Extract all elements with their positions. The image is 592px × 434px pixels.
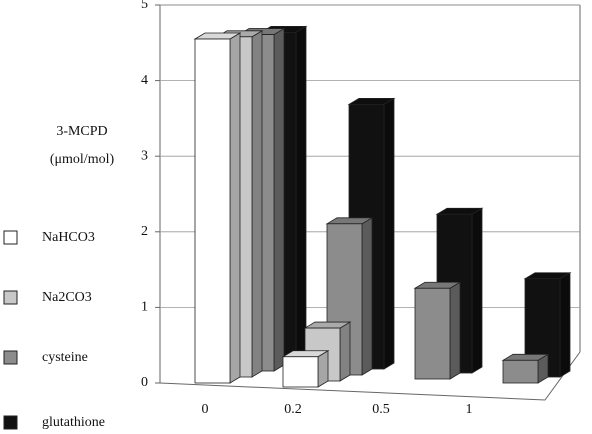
legend-swatch bbox=[3, 350, 18, 365]
bar-side bbox=[361, 217, 373, 376]
bar bbox=[414, 287, 451, 380]
y-tick-label: 5 bbox=[141, 0, 148, 12]
legend-label: glutathione bbox=[42, 415, 105, 430]
x-tick-label: 0 bbox=[202, 402, 209, 417]
legend-label: NaHCO3 bbox=[42, 230, 95, 245]
bar-side bbox=[295, 25, 307, 366]
y-axis-label: (μmol/mol) bbox=[50, 152, 115, 167]
bar bbox=[502, 359, 539, 384]
legend-label: cysteine bbox=[42, 350, 88, 365]
legend-swatch bbox=[3, 290, 18, 305]
legend-swatch bbox=[3, 415, 18, 430]
bar-side bbox=[251, 30, 263, 378]
bar bbox=[282, 356, 319, 388]
bar-side bbox=[471, 207, 483, 374]
legend-swatch bbox=[3, 230, 18, 245]
y-axis-label: 3-MCPD bbox=[56, 124, 107, 139]
y-tick-label: 1 bbox=[141, 300, 148, 315]
legend-label: Na2CO3 bbox=[42, 290, 92, 305]
bar-side bbox=[339, 321, 351, 382]
bar-side bbox=[449, 281, 461, 380]
x-tick-label: 0.5 bbox=[372, 402, 390, 417]
bar-side bbox=[273, 27, 285, 372]
bar-side bbox=[559, 272, 571, 378]
bar-side bbox=[229, 32, 241, 384]
y-tick-label: 3 bbox=[141, 148, 148, 163]
y-tick-label: 0 bbox=[141, 375, 148, 390]
x-tick-label: 0.2 bbox=[284, 402, 302, 417]
bar bbox=[194, 38, 231, 384]
y-tick-label: 4 bbox=[141, 73, 148, 88]
bar-side bbox=[383, 97, 395, 370]
x-tick-label: 1 bbox=[466, 402, 473, 417]
y-tick-label: 2 bbox=[141, 224, 148, 239]
